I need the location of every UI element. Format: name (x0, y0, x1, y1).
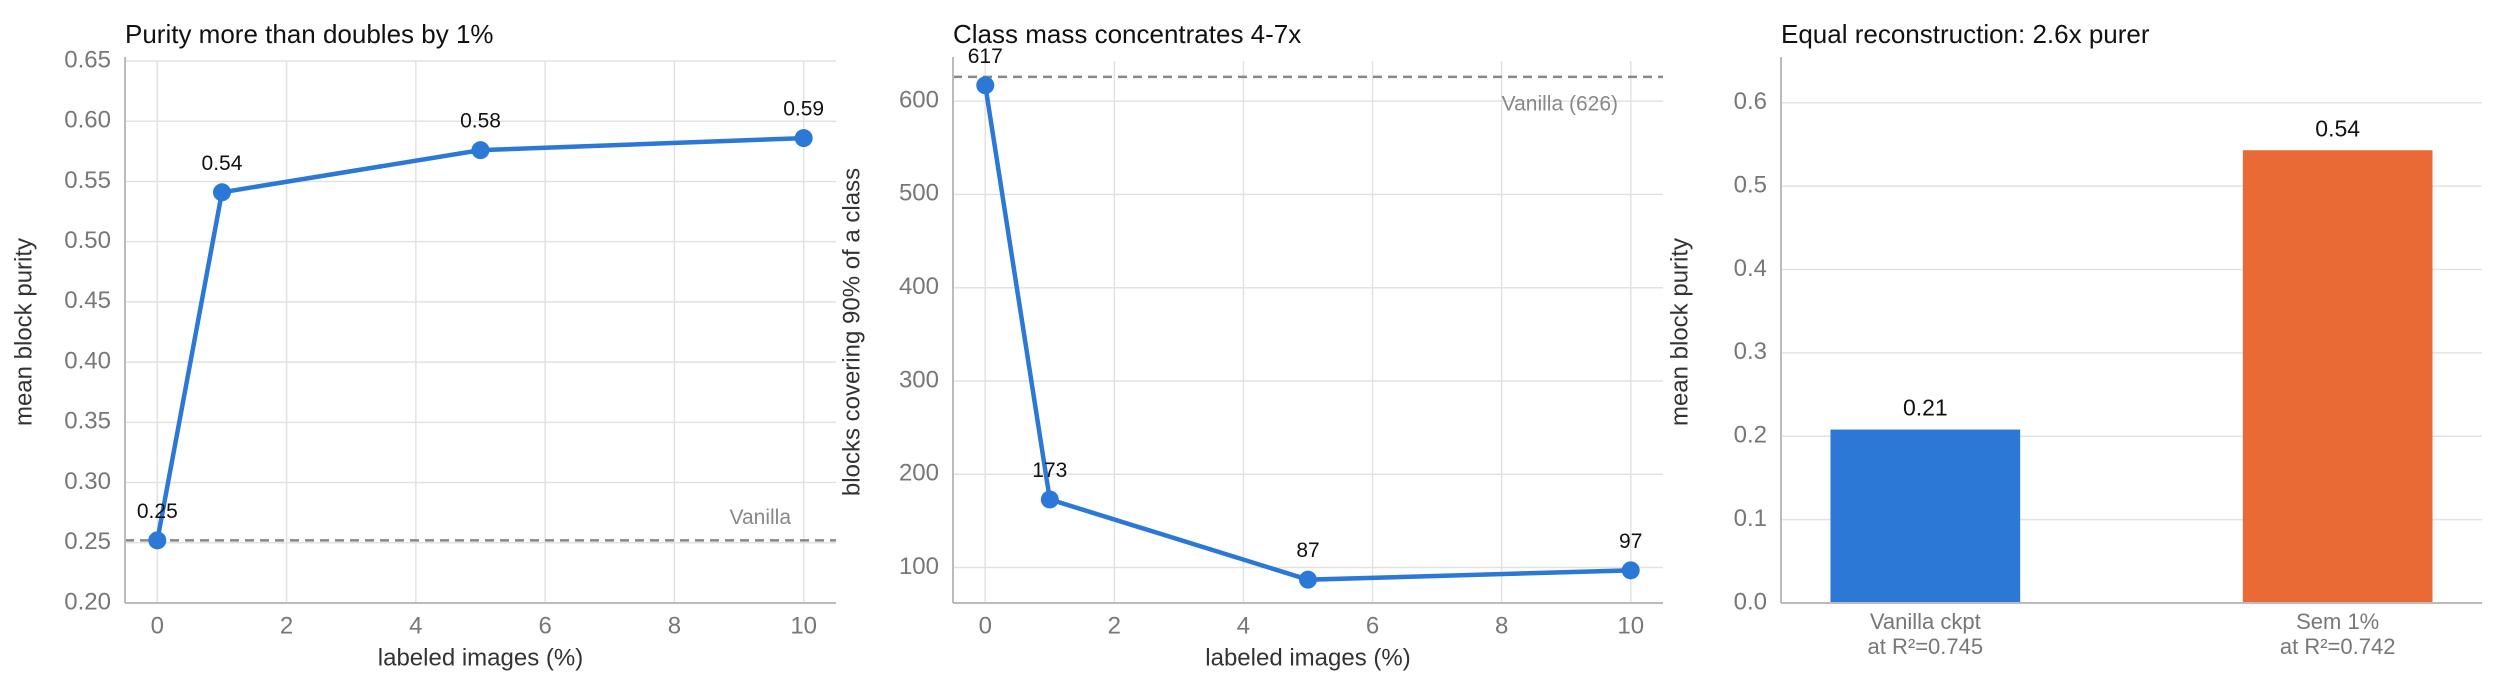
y-tick-label: 600 (899, 86, 939, 113)
point (794, 129, 813, 148)
y-tick-label: 0.35 (64, 408, 111, 435)
data-label: 0.54 (202, 152, 243, 175)
y-tick-label: 100 (899, 553, 939, 580)
y-tick-label: 0.65 (64, 46, 111, 73)
y-axis-label: mean block purity (1666, 238, 1693, 426)
y-tick-label: 0.30 (64, 468, 111, 495)
y-tick-label: 0.1 (1734, 505, 1767, 532)
bar (2242, 150, 2433, 603)
x-tick-label: at R²=0.742 (2280, 634, 2396, 659)
x-tick-label: 2 (1108, 612, 1121, 639)
y-tick-label: 0.20 (64, 588, 111, 615)
chart-title: Purity more than doubles by 1% (125, 19, 494, 49)
y-axis-label: mean block purity (10, 238, 37, 426)
data-label: 173 (1032, 459, 1067, 482)
point (1040, 490, 1059, 509)
data-label: 87 (1296, 539, 1319, 562)
x-tick-label: 10 (790, 612, 817, 639)
y-tick-label: 200 (899, 460, 939, 487)
y-tick-label: 0.5 (1734, 171, 1767, 198)
x-tick-label: 6 (538, 612, 551, 639)
y-tick-label: 0.25 (64, 528, 111, 555)
point (976, 76, 995, 95)
y-tick-label: 0.4 (1734, 255, 1767, 282)
point (212, 183, 231, 202)
x-axis-label: labeled images (%) (378, 644, 583, 671)
y-tick-label: 0.45 (64, 287, 111, 314)
y-tick-label: 300 (899, 366, 939, 393)
reference-label: Vanilla (730, 506, 792, 529)
point (148, 531, 167, 550)
data-label: 0.59 (783, 98, 824, 121)
reference-label: Vanilla (626) (1502, 92, 1618, 115)
x-axis-label: labeled images (%) (1205, 644, 1410, 671)
y-tick-label: 0.2 (1734, 422, 1767, 449)
y-tick-label: 400 (899, 273, 939, 300)
point (1621, 561, 1640, 580)
x-tick-label: 4 (1237, 612, 1250, 639)
y-axis-label: blocks covering 90% of a class (838, 168, 865, 496)
y-tick-label: 0.0 (1734, 588, 1767, 615)
x-tick-label: 8 (668, 612, 681, 639)
x-tick-label: 10 (1617, 612, 1644, 639)
data-label: 0.25 (137, 500, 178, 523)
data-label: 0.58 (460, 110, 501, 133)
x-tick-label: 0 (151, 612, 164, 639)
y-tick-label: 500 (899, 180, 939, 207)
data-label: 0.21 (1903, 395, 1948, 421)
point (1299, 570, 1317, 589)
y-tick-label: 0.55 (64, 167, 111, 194)
x-tick-label: 4 (409, 612, 422, 639)
x-tick-label: 2 (280, 612, 293, 639)
series-line (983, 84, 1631, 582)
x-tick-label: Sem 1% (2296, 609, 2379, 634)
x-tick-label: 0 (979, 612, 992, 639)
point (471, 141, 490, 160)
y-tick-label: 0.6 (1734, 88, 1767, 115)
chart-title: Class mass concentrates 4-7x (953, 19, 1301, 49)
y-tick-label: 0.60 (64, 107, 111, 134)
y-tick-label: 0.40 (64, 347, 111, 374)
data-label: 97 (1619, 530, 1642, 553)
data-label: 617 (968, 45, 1003, 68)
chart-title: Equal reconstruction: 2.6x purer (1781, 19, 2150, 49)
data-label: 0.54 (2315, 115, 2360, 141)
x-tick-label: at R²=0.745 (1868, 634, 1984, 659)
x-tick-label: Vanilla ckpt (1870, 609, 1981, 634)
x-tick-label: 8 (1495, 612, 1508, 639)
bar (1830, 429, 2021, 603)
series-line (155, 135, 804, 541)
y-tick-label: 0.50 (64, 227, 111, 254)
y-tick-label: 0.3 (1734, 338, 1767, 365)
x-tick-label: 6 (1366, 612, 1379, 639)
